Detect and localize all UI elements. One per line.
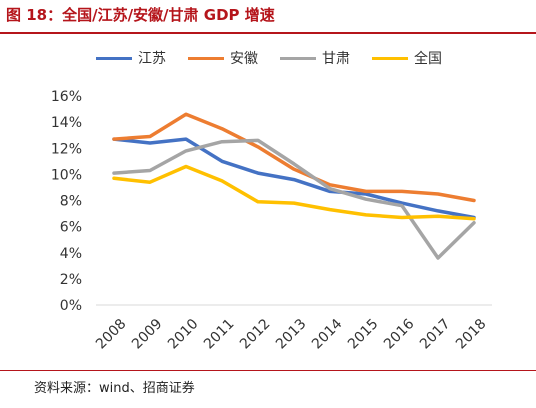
x-tick-label: 2013 [273,316,310,353]
legend-item-gansu: 甘肃 [280,48,350,68]
y-tick-label: 8% [60,194,82,210]
legend-swatch-national [372,56,408,60]
series-line-anhui [112,112,476,203]
series-line-jiangsu [112,137,476,220]
legend-item-jiangsu: 江苏 [96,48,166,68]
series-line-national [112,164,476,221]
x-tick-label: 2009 [129,316,166,353]
legend-label-gansu: 甘肃 [322,51,350,67]
x-tick-label: 2017 [417,316,454,353]
x-tick-label: 2016 [381,316,418,353]
x-tick-label: 2018 [453,316,490,353]
legend-swatch-gansu [280,56,316,60]
x-tick-label: 2008 [93,316,130,353]
legend-swatch-anhui [188,56,224,60]
y-tick-label: 2% [60,272,82,288]
chart-title: 图 18：全国/江苏/安徽/甘肃 GDP 增速 [6,6,275,24]
y-tick-label: 10% [51,167,82,183]
y-tick-label: 16% [51,89,82,105]
y-tick-label: 6% [60,220,82,236]
x-tick-label: 2011 [201,316,238,353]
y-tick-label: 0% [60,298,82,314]
source-divider [0,370,536,371]
chart-legend: 江苏 安徽 甘肃 全国 [96,48,464,68]
legend-label-jiangsu: 江苏 [138,51,166,67]
legend-label-national: 全国 [414,51,442,67]
y-tick-label: 14% [51,115,82,131]
legend-label-anhui: 安徽 [230,51,258,67]
y-tick-label: 12% [51,141,82,157]
series-line-gansu [112,138,476,260]
source-note: 资料来源：wind、招商证券 [34,381,195,396]
legend-swatch-jiangsu [96,56,132,60]
title-divider [0,32,536,34]
x-tick-label: 2014 [309,316,346,353]
legend-item-anhui: 安徽 [188,48,258,68]
x-tick-label: 2015 [345,316,382,353]
legend-item-national: 全国 [372,48,442,68]
x-tick-label: 2012 [237,316,274,353]
y-tick-label: 4% [60,246,82,262]
x-tick-label: 2010 [165,316,202,353]
